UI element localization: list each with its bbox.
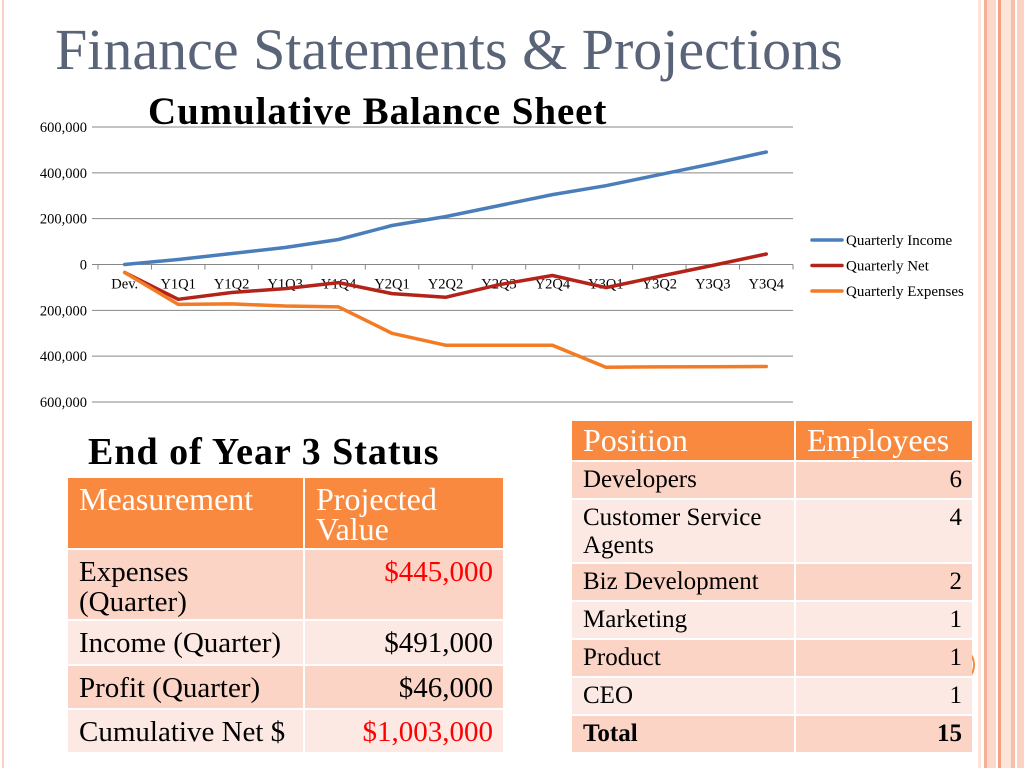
y-tick-label: 400,000 — [40, 349, 87, 365]
x-tick-label: Y3Q3 — [695, 277, 730, 293]
legend-label: Quarterly Net — [846, 259, 930, 275]
x-tick-label: Y2Q4 — [535, 277, 571, 293]
staff-table: Position Employees Developers 6 Customer… — [572, 421, 972, 752]
table-cell-measurement: Cumulative Net $ — [68, 710, 303, 752]
total-label: Total — [572, 716, 794, 752]
x-tick-label: Y1Q4 — [321, 277, 357, 293]
y-tick-label: 200,000 — [40, 303, 87, 319]
legend-item-quarterly-expenses: Quarterly Expenses — [810, 284, 964, 300]
table-cell-position: CEO — [572, 678, 794, 714]
y-tick-label: 0 — [80, 258, 87, 274]
x-tick-label: Y2Q1 — [374, 277, 409, 293]
table-cell-measurement: Profit (Quarter) — [68, 666, 303, 708]
table-cell-measurement: Income (Quarter) — [68, 621, 303, 664]
y-tick-label: 600,000 — [40, 395, 87, 411]
series-line-quarterly-expenses — [122, 270, 769, 369]
table-cell-value: $1,003,000 — [305, 710, 503, 752]
status-table: Measurement Projected Value Expenses (Qu… — [68, 478, 503, 752]
table-cell-count: 6 — [796, 462, 972, 498]
table-cell-measurement: Expenses (Quarter) — [68, 550, 303, 619]
x-tick-label: Y3Q2 — [642, 277, 677, 293]
chart-title: Cumulative Balance Sheet — [148, 90, 608, 133]
table-cell-position: Product — [572, 640, 794, 676]
table-cell-value: $491,000 — [305, 621, 503, 664]
series-line-quarterly-income — [122, 150, 769, 267]
decorative-stripes — [978, 0, 1024, 768]
table-cell-count: 1 — [796, 640, 972, 676]
y-tick-label: 400,000 — [40, 166, 87, 182]
total-count: 15 — [796, 716, 972, 752]
series-line-quarterly-net — [122, 252, 769, 302]
position-label: Customer Service Agents — [583, 504, 762, 559]
line-chart: 600,000 400,000 200,000 0 200,000 400,000 600,… — [40, 120, 964, 411]
left-border-line — [2, 0, 4, 768]
table-cell-count: 1 — [796, 602, 972, 638]
legend-label: Quarterly Expenses — [846, 284, 964, 300]
slide-title: Finance Statements & Projections — [55, 17, 843, 82]
table-cell-count: 1 — [796, 678, 972, 714]
x-tick-label: Y3Q4 — [749, 277, 785, 293]
status-heading: End of Year 3 Status — [88, 431, 440, 473]
table-cell-position: Marketing — [572, 602, 794, 638]
y-tick-label: 200,000 — [40, 212, 87, 228]
column-header-employees: Employees — [796, 421, 972, 460]
x-tick-label: Y1Q2 — [214, 277, 249, 293]
table-cell-count: 2 — [796, 564, 972, 600]
table-cell-position: Biz Development — [572, 564, 794, 600]
y-tick-label: 600,000 — [40, 120, 87, 136]
column-header-measurement: Measurement — [68, 478, 303, 548]
table-cell-value: $445,000 — [305, 550, 503, 619]
column-header-projected-value: Projected Value — [305, 478, 503, 548]
legend-item-quarterly-net: Quarterly Net — [810, 259, 930, 275]
x-tick-label: Y1Q1 — [160, 277, 195, 293]
x-tick-label: Dev. — [111, 277, 138, 293]
legend-label: Quarterly Income — [846, 233, 953, 249]
legend-item-quarterly-income: Quarterly Income — [810, 233, 953, 249]
measurement-label: Expenses (Quarter) — [79, 556, 189, 618]
table-cell-value: $46,000 — [305, 666, 503, 708]
table-cell-position: Customer Service Agents — [572, 500, 794, 562]
x-tick-label: Y3Q1 — [588, 277, 623, 293]
column-header-position: Position — [572, 421, 794, 460]
table-cell-count: 4 — [796, 500, 972, 562]
x-tick-label: Y2Q2 — [428, 277, 463, 293]
table-cell-position: Developers — [572, 462, 794, 498]
